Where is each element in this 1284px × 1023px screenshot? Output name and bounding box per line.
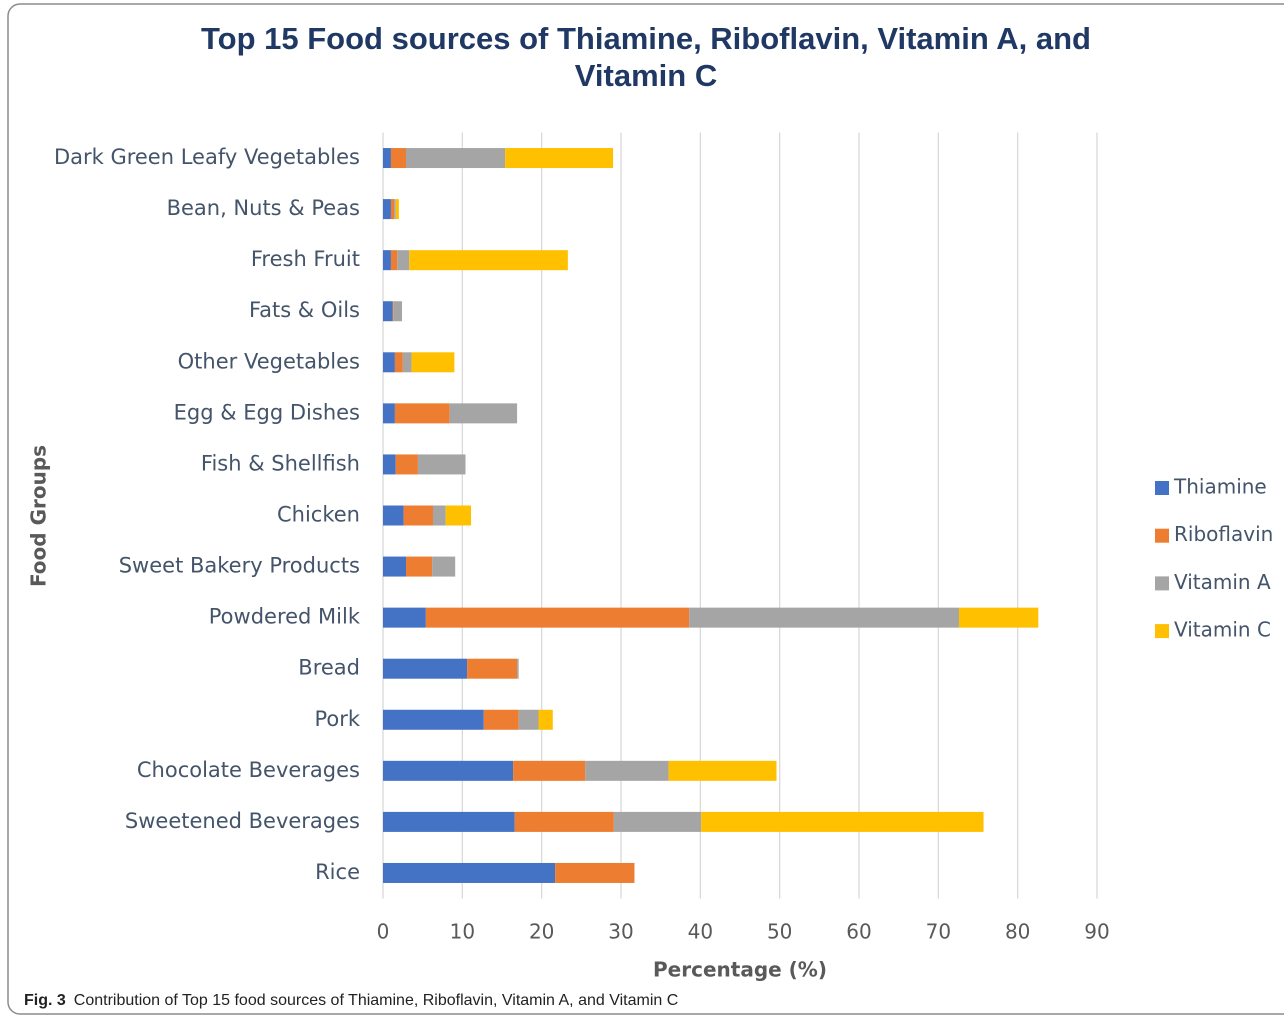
bar-segment (555, 862, 635, 883)
bar-segment (397, 250, 410, 271)
bar-segment (383, 862, 556, 883)
bar-segment (383, 505, 404, 526)
x-tick-label: 70 (926, 920, 951, 944)
bar-segment (383, 760, 514, 781)
x-tick-label: 30 (608, 920, 633, 944)
legend-label: Vitamin A (1174, 570, 1271, 594)
figure-border (7, 3, 1284, 1015)
bar-segment (383, 250, 391, 271)
y-tick-label: Fresh Fruit (251, 247, 360, 271)
bar-segment (383, 709, 484, 730)
y-tick-label: Rice (315, 860, 360, 884)
bar-segment (393, 301, 403, 322)
bar-segment (383, 556, 407, 577)
x-tick-label: 90 (1084, 920, 1109, 944)
bar-segment (395, 199, 399, 220)
bar-segment (383, 301, 393, 322)
caption-label: Fig. 3 (24, 992, 66, 1009)
legend-swatch (1155, 624, 1169, 639)
y-tick-label: Sweet Bakery Products (119, 554, 360, 578)
legend-swatch (1155, 576, 1169, 591)
bar-segment (409, 250, 568, 271)
bar-segment (432, 556, 456, 577)
bar-segment (394, 199, 396, 220)
x-tick-label: 80 (1005, 920, 1030, 944)
y-tick-label: Fats & Oils (249, 298, 360, 322)
y-tick-label: Pork (314, 707, 360, 731)
bar-segment (517, 658, 519, 679)
legend-swatch (1155, 481, 1169, 495)
y-tick-label: Other Vegetables (178, 349, 360, 373)
x-axis-title: Percentage (%) (653, 958, 827, 982)
bar-segment (402, 352, 412, 373)
bar-segment (406, 148, 506, 169)
y-tick-label: Dark Green Leafy Vegetables (54, 145, 360, 169)
bar-segment (395, 454, 418, 475)
legend-label: Vitamin C (1174, 618, 1271, 642)
x-tick-label: 40 (688, 920, 713, 944)
bar-segment (383, 148, 391, 169)
bar-segment (383, 199, 391, 220)
bar-segment (701, 811, 984, 832)
bar-segment (390, 199, 395, 220)
bar-segment (383, 454, 396, 475)
y-tick-label: Chocolate Beverages (137, 758, 360, 782)
bar-segment (390, 250, 398, 271)
legend-swatch (1155, 528, 1169, 543)
y-tick-label: Bean, Nuts & Peas (167, 196, 360, 220)
bar-segment (403, 505, 433, 526)
caption-text: Contribution of Top 15 food sources of T… (73, 992, 679, 1009)
y-tick-label: Egg & Egg Dishes (174, 400, 360, 424)
y-tick-label: Bread (298, 656, 360, 680)
bar-segment (505, 148, 614, 169)
bar-segment (449, 403, 518, 424)
x-tick-label: 50 (767, 920, 792, 944)
bar-segment (518, 709, 539, 730)
bar-segment (432, 505, 446, 526)
y-tick-label: Sweetened Beverages (125, 809, 360, 833)
x-tick-label: 60 (846, 920, 871, 944)
bar-segment (538, 709, 553, 730)
bar-segment (513, 760, 586, 781)
bar-segment (392, 301, 394, 322)
bar-segment (514, 811, 614, 832)
legend-label: Thiamine (1173, 475, 1267, 499)
y-tick-label: Chicken (277, 503, 360, 527)
bar-segment (467, 658, 518, 679)
bar-segment (383, 811, 515, 832)
y-tick-label: Fish & Shellfish (201, 451, 360, 475)
bar-segment (394, 403, 450, 424)
bar-segment (417, 454, 466, 475)
bar-segment (613, 811, 702, 832)
caption: Fig. 3 Contribution of Top 15 food source… (24, 992, 678, 1010)
bar-segment (445, 505, 472, 526)
bar-segment (383, 352, 395, 373)
bar-segment (958, 607, 1039, 628)
y-axis-title: Food Groups (27, 445, 51, 587)
x-tick-label: 20 (529, 920, 554, 944)
bar-segment (425, 607, 690, 628)
chart-title: Top 15 Food sources of Thiamine, Ribofla… (201, 21, 1091, 93)
bar-segment (383, 403, 395, 424)
x-tick-label: 0 (377, 920, 390, 944)
bar-segment (383, 658, 468, 679)
bar-segment (411, 352, 455, 373)
bar-segment (668, 760, 777, 781)
bar-segment (390, 148, 407, 169)
bar-segment (483, 709, 519, 730)
bar-segment (585, 760, 669, 781)
bar-segment (394, 352, 403, 373)
bar-segment (689, 607, 959, 628)
legend-label: Riboflavin (1174, 522, 1273, 546)
bar-segment (406, 556, 433, 577)
y-tick-label: Powdered Milk (209, 605, 361, 629)
bar-segment (383, 607, 426, 628)
x-tick-label: 10 (450, 920, 475, 944)
